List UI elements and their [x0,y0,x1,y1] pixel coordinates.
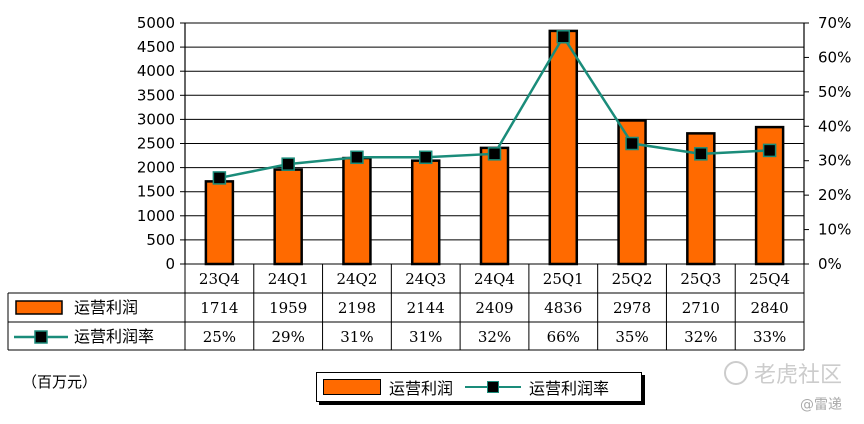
right-tick-label: 60% [818,48,851,66]
right-tick-label: 40% [818,117,851,135]
watermark-text: 老虎社区 [754,363,843,388]
margin-value-label: 32% [478,328,511,346]
bar [273,168,303,266]
bar-value-label: 2409 [475,299,513,317]
legend-line-swatch [465,380,522,394]
bar [548,29,579,266]
category-label: 25Q3 [680,270,721,288]
margin-value-label: 35% [615,328,648,346]
category-label: 25Q2 [612,270,653,288]
left-tick-label: 0 [165,255,175,273]
margin-marker [418,150,433,165]
category-label: 25Q4 [749,270,790,288]
margin-value-label: 29% [271,328,304,346]
right-tick-label: 0% [818,255,842,273]
right-tick-label: 10% [818,221,851,239]
margin-value-label: 31% [409,328,442,346]
right-tick-label: 70% [818,14,851,32]
right-tick-label: 50% [818,83,851,101]
watermark: 老虎社区 [724,357,842,389]
margin-marker [625,136,639,151]
bar-value-label: 2198 [338,299,376,317]
table-bar-swatch [15,300,63,315]
bar [686,132,716,266]
category-label: 25Q1 [543,270,584,288]
margin-marker [212,171,227,185]
table-line-swatch-marker [34,330,48,344]
left-tick-label: 2500 [137,135,175,153]
credit-text: @雷递 [800,397,842,413]
left-tick-label: 4500 [137,38,175,56]
category-label: 24Q1 [268,270,309,288]
margin-marker [281,157,295,171]
bar-value-label: 2840 [751,299,789,317]
margin-value-label: 33% [753,328,786,346]
left-tick-label: 4000 [137,62,175,80]
margin-value-label: 25% [203,328,236,346]
unit-label: （百万元） [22,373,98,391]
bar [342,156,372,266]
table-bar-series-label: 运营利润 [74,298,138,317]
left-tick-label: 2000 [137,159,175,177]
bar-value-label: 4836 [544,299,582,317]
left-tick-label: 1000 [137,207,175,225]
bar-value-label: 2710 [682,299,720,317]
legend-line-label: 运营利润率 [529,379,610,398]
margin-marker [556,30,571,44]
watermark-logo-icon [724,361,748,385]
left-tick-label: 500 [146,231,175,249]
margin-value-label: 32% [684,328,717,346]
bar [204,180,235,266]
margin-marker [762,143,777,158]
category-label: 24Q2 [336,270,377,288]
left-tick-label: 3000 [137,110,175,128]
bar-value-label: 1714 [200,299,238,317]
category-label: 24Q3 [405,270,446,288]
legend-bar-swatch [323,379,381,395]
margin-marker [487,147,502,161]
legend: 运营利润 运营利润率 [316,372,642,402]
margin-value-label: 66% [547,328,580,346]
table-line-series-label: 运营利润率 [74,327,154,346]
category-label: 24Q4 [474,270,515,288]
bar [410,159,441,266]
left-tick-label: 5000 [137,14,175,32]
bar [479,146,510,266]
left-tick-label: 3500 [137,86,175,104]
bar-value-label: 2978 [613,299,651,317]
margin-marker [350,150,364,165]
right-tick-label: 30% [818,152,851,170]
left-tick-label: 1500 [137,183,175,201]
right-tick-label: 20% [818,186,851,204]
bar-value-label: 1959 [269,299,307,317]
category-label: 23Q4 [199,270,240,288]
bar-value-label: 2144 [407,299,445,317]
margin-value-label: 31% [340,328,373,346]
margin-marker [694,147,708,161]
legend-bar-label: 运营利润 [389,379,454,398]
